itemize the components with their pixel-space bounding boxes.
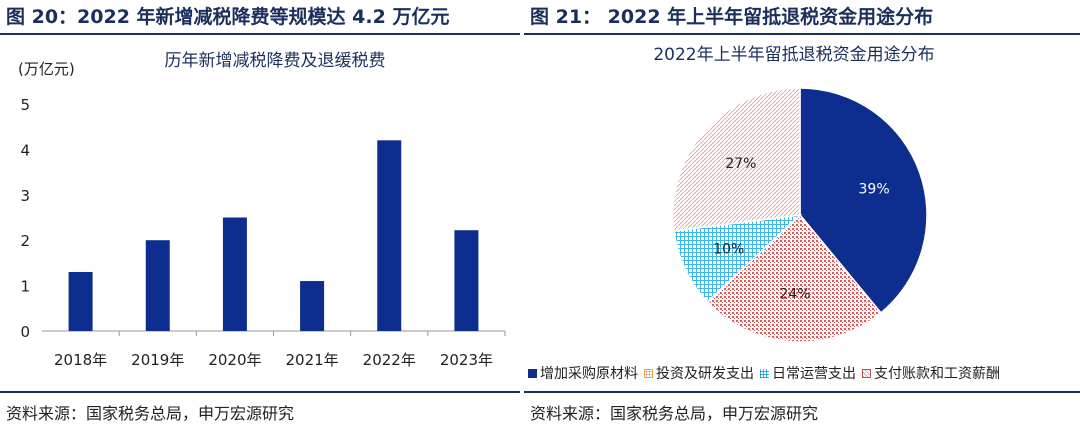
- x-tick-label: 2020年: [208, 351, 261, 369]
- pie-data-label: 39%: [859, 181, 890, 197]
- pie-data-label: 24%: [779, 287, 810, 303]
- right-bottom-rule: [524, 391, 1080, 393]
- x-tick-label: 2019年: [131, 351, 184, 369]
- bar: [454, 230, 479, 331]
- y-tick-label: 3: [20, 187, 30, 205]
- pie-chart-title: 2022年上半年留抵退税资金用途分布: [653, 45, 934, 65]
- x-tick-label: 2023年: [440, 351, 493, 369]
- legend-item: 支付账款和工资薪酬: [862, 363, 1000, 383]
- pie-data-label: 27%: [725, 156, 756, 172]
- y-tick-label: 2: [20, 232, 30, 250]
- legend-item: 日常运营支出: [760, 363, 856, 383]
- legend-swatch: [760, 368, 769, 378]
- x-tick-label: 2018年: [54, 351, 107, 369]
- pie-slice: [673, 213, 803, 304]
- bar: [222, 217, 247, 331]
- right-figure-title: 图 21： 2022 年上半年留抵退税资金用途分布: [530, 6, 934, 28]
- left-figure-title: 图 20：2022 年新增减税降费等规模达 4.2 万亿元: [6, 6, 450, 28]
- legend-item: 投资及研发支出: [644, 363, 754, 383]
- left-figure-panel: 图 20：2022 年新增减税降费等规模达 4.2 万亿元 历年新增减税降费及退…: [0, 0, 520, 430]
- left-source-note: 资料来源：国家税务总局，申万宏源研究: [6, 404, 295, 423]
- x-tick-label: 2021年: [285, 351, 338, 369]
- legend-label: 支付账款和工资薪酬: [874, 366, 1000, 382]
- bar: [377, 140, 402, 331]
- pie-slice: [672, 87, 801, 232]
- pie-slice: [799, 87, 928, 314]
- legend-swatch: [862, 368, 871, 378]
- pie-data-label: 10%: [713, 242, 744, 258]
- bar: [300, 281, 325, 331]
- legend-swatch: [644, 368, 653, 378]
- legend-label: 投资及研发支出: [656, 366, 754, 382]
- right-top-rule: [524, 33, 1080, 35]
- y-axis-label: (万亿元): [18, 60, 75, 78]
- pie-chart: 2022年上半年留抵退税资金用途分布 39% 24% 10% 27%: [653, 45, 935, 343]
- left-top-rule: [0, 33, 520, 35]
- y-tick-label: 5: [20, 96, 30, 114]
- bar: [145, 240, 170, 331]
- bar-chart: 历年新增减税降费及退缓税费 (万亿元) 0 1 2 3 4 5 2018年 2019年 2020年 2…: [18, 51, 506, 369]
- legend-item: 增加采购原材料: [528, 363, 638, 383]
- left-bottom-rule: [0, 391, 520, 393]
- right-source-note: 资料来源：国家税务总局，申万宏源研究: [530, 404, 819, 423]
- y-tick-label: 4: [20, 141, 30, 159]
- legend-label: 日常运营支出: [772, 366, 856, 382]
- legend-label: 增加采购原材料: [540, 366, 638, 382]
- y-tick-label: 1: [20, 278, 30, 296]
- pie-slice: [706, 213, 883, 343]
- x-tick-label: 2022年: [363, 351, 416, 369]
- right-figure-panel: 图 21： 2022 年上半年留抵退税资金用途分布 2022年上半年留抵退税资金…: [524, 0, 1080, 430]
- bar: [68, 271, 93, 331]
- y-tick-label: 0: [20, 323, 30, 341]
- legend-swatch: [528, 368, 537, 378]
- pie-legend: 增加采购原材料 投资及研发支出 日常运营支出 支付账款和工资薪酬: [528, 362, 1080, 384]
- bar-chart-title: 历年新增减税降费及退缓税费: [165, 51, 386, 71]
